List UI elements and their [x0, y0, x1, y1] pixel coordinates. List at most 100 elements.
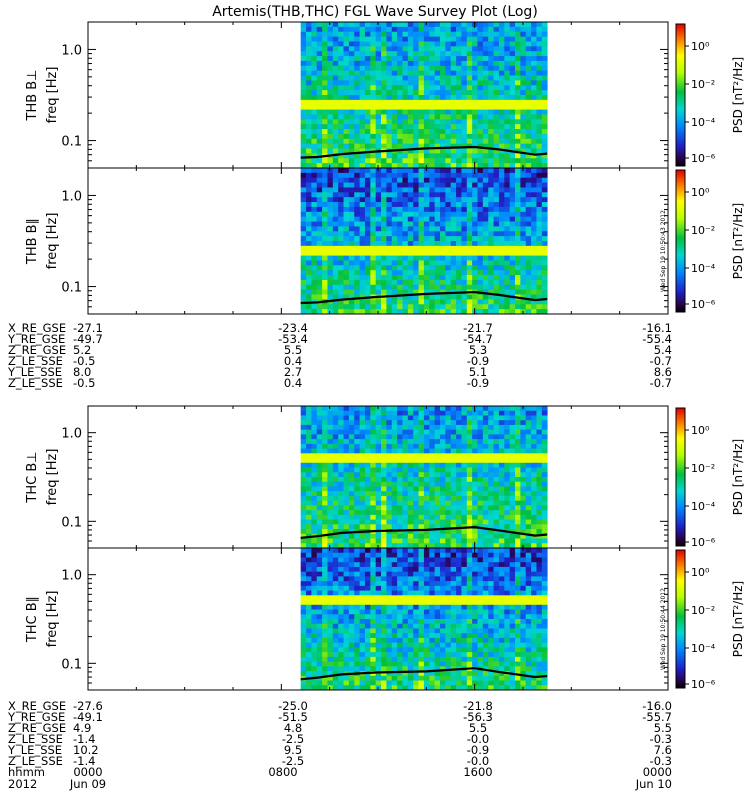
spectrogram-cell [456, 590, 462, 596]
spectrogram-cell [348, 231, 355, 237]
spectrogram-cell [370, 70, 377, 76]
spectrogram-cell [381, 75, 387, 81]
spectrogram-cell [306, 491, 312, 497]
spectrogram-cell [413, 458, 419, 464]
spectrogram-cell [515, 216, 521, 222]
spectrogram-cell [327, 148, 334, 154]
spectrogram-cell [439, 491, 446, 497]
spectrogram-cell [472, 500, 478, 506]
spectrogram-cell [413, 410, 419, 416]
spectrogram-cell [498, 109, 505, 115]
spectrogram-cell [525, 26, 532, 33]
spectrogram-cell [375, 309, 382, 315]
colorbar-label: PSD [nT²/Hz] [731, 57, 745, 133]
spectrogram-cell [445, 75, 452, 81]
spectrogram-cell [402, 124, 409, 130]
spectrogram-cell [348, 60, 355, 67]
spectrogram-cell [488, 56, 494, 62]
spectrogram-cell [402, 576, 409, 582]
spectrogram-cell [439, 481, 446, 487]
spectrogram-cell [509, 187, 516, 193]
spectrogram-cell [418, 524, 425, 530]
spectrogram-cell [413, 75, 419, 81]
spectrogram-cell [418, 424, 425, 431]
spectrogram-cell [386, 182, 393, 188]
spectrogram-cell [439, 41, 446, 47]
spectrogram-cell [397, 221, 403, 227]
spectrogram-cell [423, 434, 430, 440]
spectrogram-cell [322, 99, 328, 106]
spectrogram-cell [370, 514, 377, 520]
spectrogram-cell [402, 571, 409, 577]
spectrogram-cell [397, 458, 403, 464]
spectrogram-cell [316, 609, 323, 615]
spectrogram-cell [531, 514, 537, 520]
spectrogram-cell [504, 415, 511, 421]
spectrogram-cell [402, 172, 409, 179]
spectrogram-cell [520, 590, 527, 596]
spectrogram-cell [439, 22, 446, 28]
spectrogram-cell [429, 36, 436, 42]
spectrogram-cell [402, 90, 409, 96]
spectrogram-cell [461, 104, 468, 110]
spectrogram-cell [391, 519, 398, 525]
spectrogram-cell [466, 172, 473, 179]
spectrogram-cell [348, 609, 355, 615]
spectrogram-cell [354, 133, 361, 140]
spectrogram-cell [515, 114, 521, 120]
spectrogram-cell [509, 192, 516, 198]
spectrogram-cell [354, 505, 361, 511]
spectrogram-cell [466, 104, 473, 110]
spectrogram-cell [343, 241, 350, 247]
spectrogram-cell [413, 202, 419, 208]
spectrogram-cell [407, 600, 414, 606]
spectrogram-cell [418, 41, 425, 47]
spectrogram-cell [391, 500, 398, 506]
spectrogram-cell [536, 429, 543, 435]
spectrogram-cell [509, 153, 516, 159]
spectrogram-cell [515, 486, 521, 492]
spectrogram-cell [338, 231, 344, 237]
spectrogram-cell [375, 129, 382, 135]
spectrogram-cell [498, 275, 505, 281]
spectrogram-cell [386, 557, 393, 563]
spectrogram-cell [509, 80, 516, 86]
spectrogram-cell [423, 36, 430, 42]
spectrogram-cell [407, 519, 414, 525]
spectrogram-cell [536, 585, 543, 591]
spectrogram-cell [381, 275, 387, 281]
spectrogram-cell [466, 56, 473, 62]
spectrogram-cell [488, 85, 494, 91]
spectrogram-cell [493, 216, 500, 222]
spectrogram-cell [391, 495, 398, 502]
spectrogram-cell [482, 172, 489, 179]
spectrogram-cell [375, 590, 382, 596]
spectrogram-cell [456, 410, 462, 416]
spectrogram-cell [509, 585, 516, 591]
spectrogram-cell [504, 424, 511, 431]
spectrogram-cell [348, 65, 355, 72]
spectrogram-cell [359, 279, 366, 286]
spectrogram-cell [445, 226, 452, 232]
spectrogram-cell [541, 177, 548, 183]
spectrogram-cell [439, 562, 446, 568]
spectrogram-cell [359, 119, 366, 125]
spectrogram-cell [498, 221, 505, 227]
spectrogram-cell [482, 410, 489, 416]
spectrogram-cell [456, 279, 462, 286]
spectrogram-cell [359, 406, 366, 412]
spectrogram-cell [509, 458, 516, 464]
spectrogram-cell [306, 270, 312, 276]
spectrogram-cell [418, 124, 425, 130]
spectrogram-cell [434, 114, 441, 120]
spectrogram-cell [418, 216, 425, 222]
spectrogram-cell [343, 486, 350, 492]
spectrogram-cell [423, 415, 430, 421]
spectrogram-cell [338, 585, 344, 591]
spectrogram-cell [450, 250, 457, 256]
spectrogram-cell [386, 26, 393, 33]
spectrogram-cell [423, 46, 430, 52]
spectrogram-cell [429, 104, 436, 110]
spectrogram-cell [488, 557, 494, 563]
spectrogram-cell [536, 143, 543, 149]
